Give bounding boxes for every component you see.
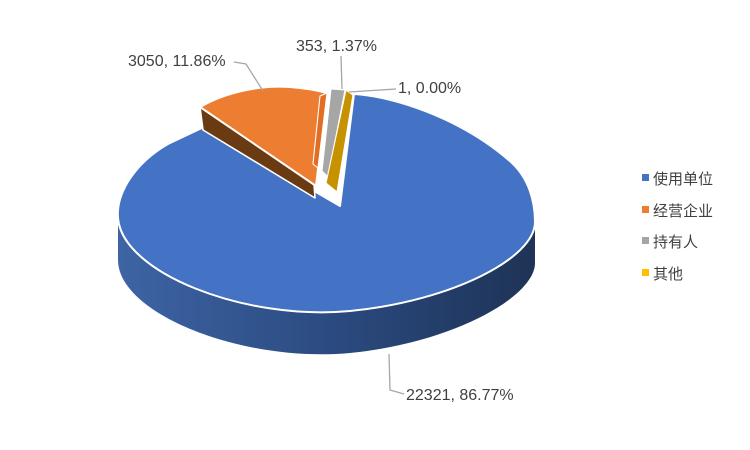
legend-label-operating-enterprise: 经营企业 <box>653 202 713 220</box>
legend: 使用单位 经营企业 持有人 其他 <box>642 171 713 283</box>
leader-line-holder <box>340 55 343 90</box>
legend-label-usage-unit: 使用单位 <box>653 171 713 188</box>
legend-item-usage-unit[interactable]: 使用单位 <box>642 171 713 188</box>
data-label-holder[interactable]: 353, 1.37% <box>296 38 377 55</box>
pie-slice-operating-enterprise-edge <box>312 92 328 169</box>
pie-slice-usage-unit[interactable] <box>116 93 536 314</box>
leader-line-usage-unit <box>388 353 405 395</box>
pie-slice-usage-unit-side[interactable] <box>118 218 535 355</box>
legend-marker-operating-enterprise <box>642 206 649 213</box>
data-label-usage-unit[interactable]: 22321, 86.77% <box>406 387 514 404</box>
data-label-other[interactable]: 1, 0.00% <box>398 80 461 97</box>
pie-slice-other[interactable] <box>325 89 354 193</box>
legend-label-holder: 持有人 <box>653 234 698 251</box>
leader-line-other <box>348 88 397 93</box>
leader-line-operating-enterprise <box>233 61 264 92</box>
legend-item-other[interactable]: 其他 <box>642 266 683 283</box>
legend-marker-other <box>642 269 649 276</box>
legend-item-operating-enterprise[interactable]: 经营企业 <box>642 202 713 220</box>
legend-marker-holder <box>642 237 649 244</box>
pie-slice-operating-enterprise[interactable] <box>199 85 328 187</box>
data-label-operating-enterprise[interactable]: 3050, 11.86% <box>128 53 226 70</box>
legend-label-other: 其他 <box>653 266 683 283</box>
legend-marker-usage-unit <box>642 174 649 181</box>
legend-item-holder[interactable]: 持有人 <box>642 234 698 251</box>
